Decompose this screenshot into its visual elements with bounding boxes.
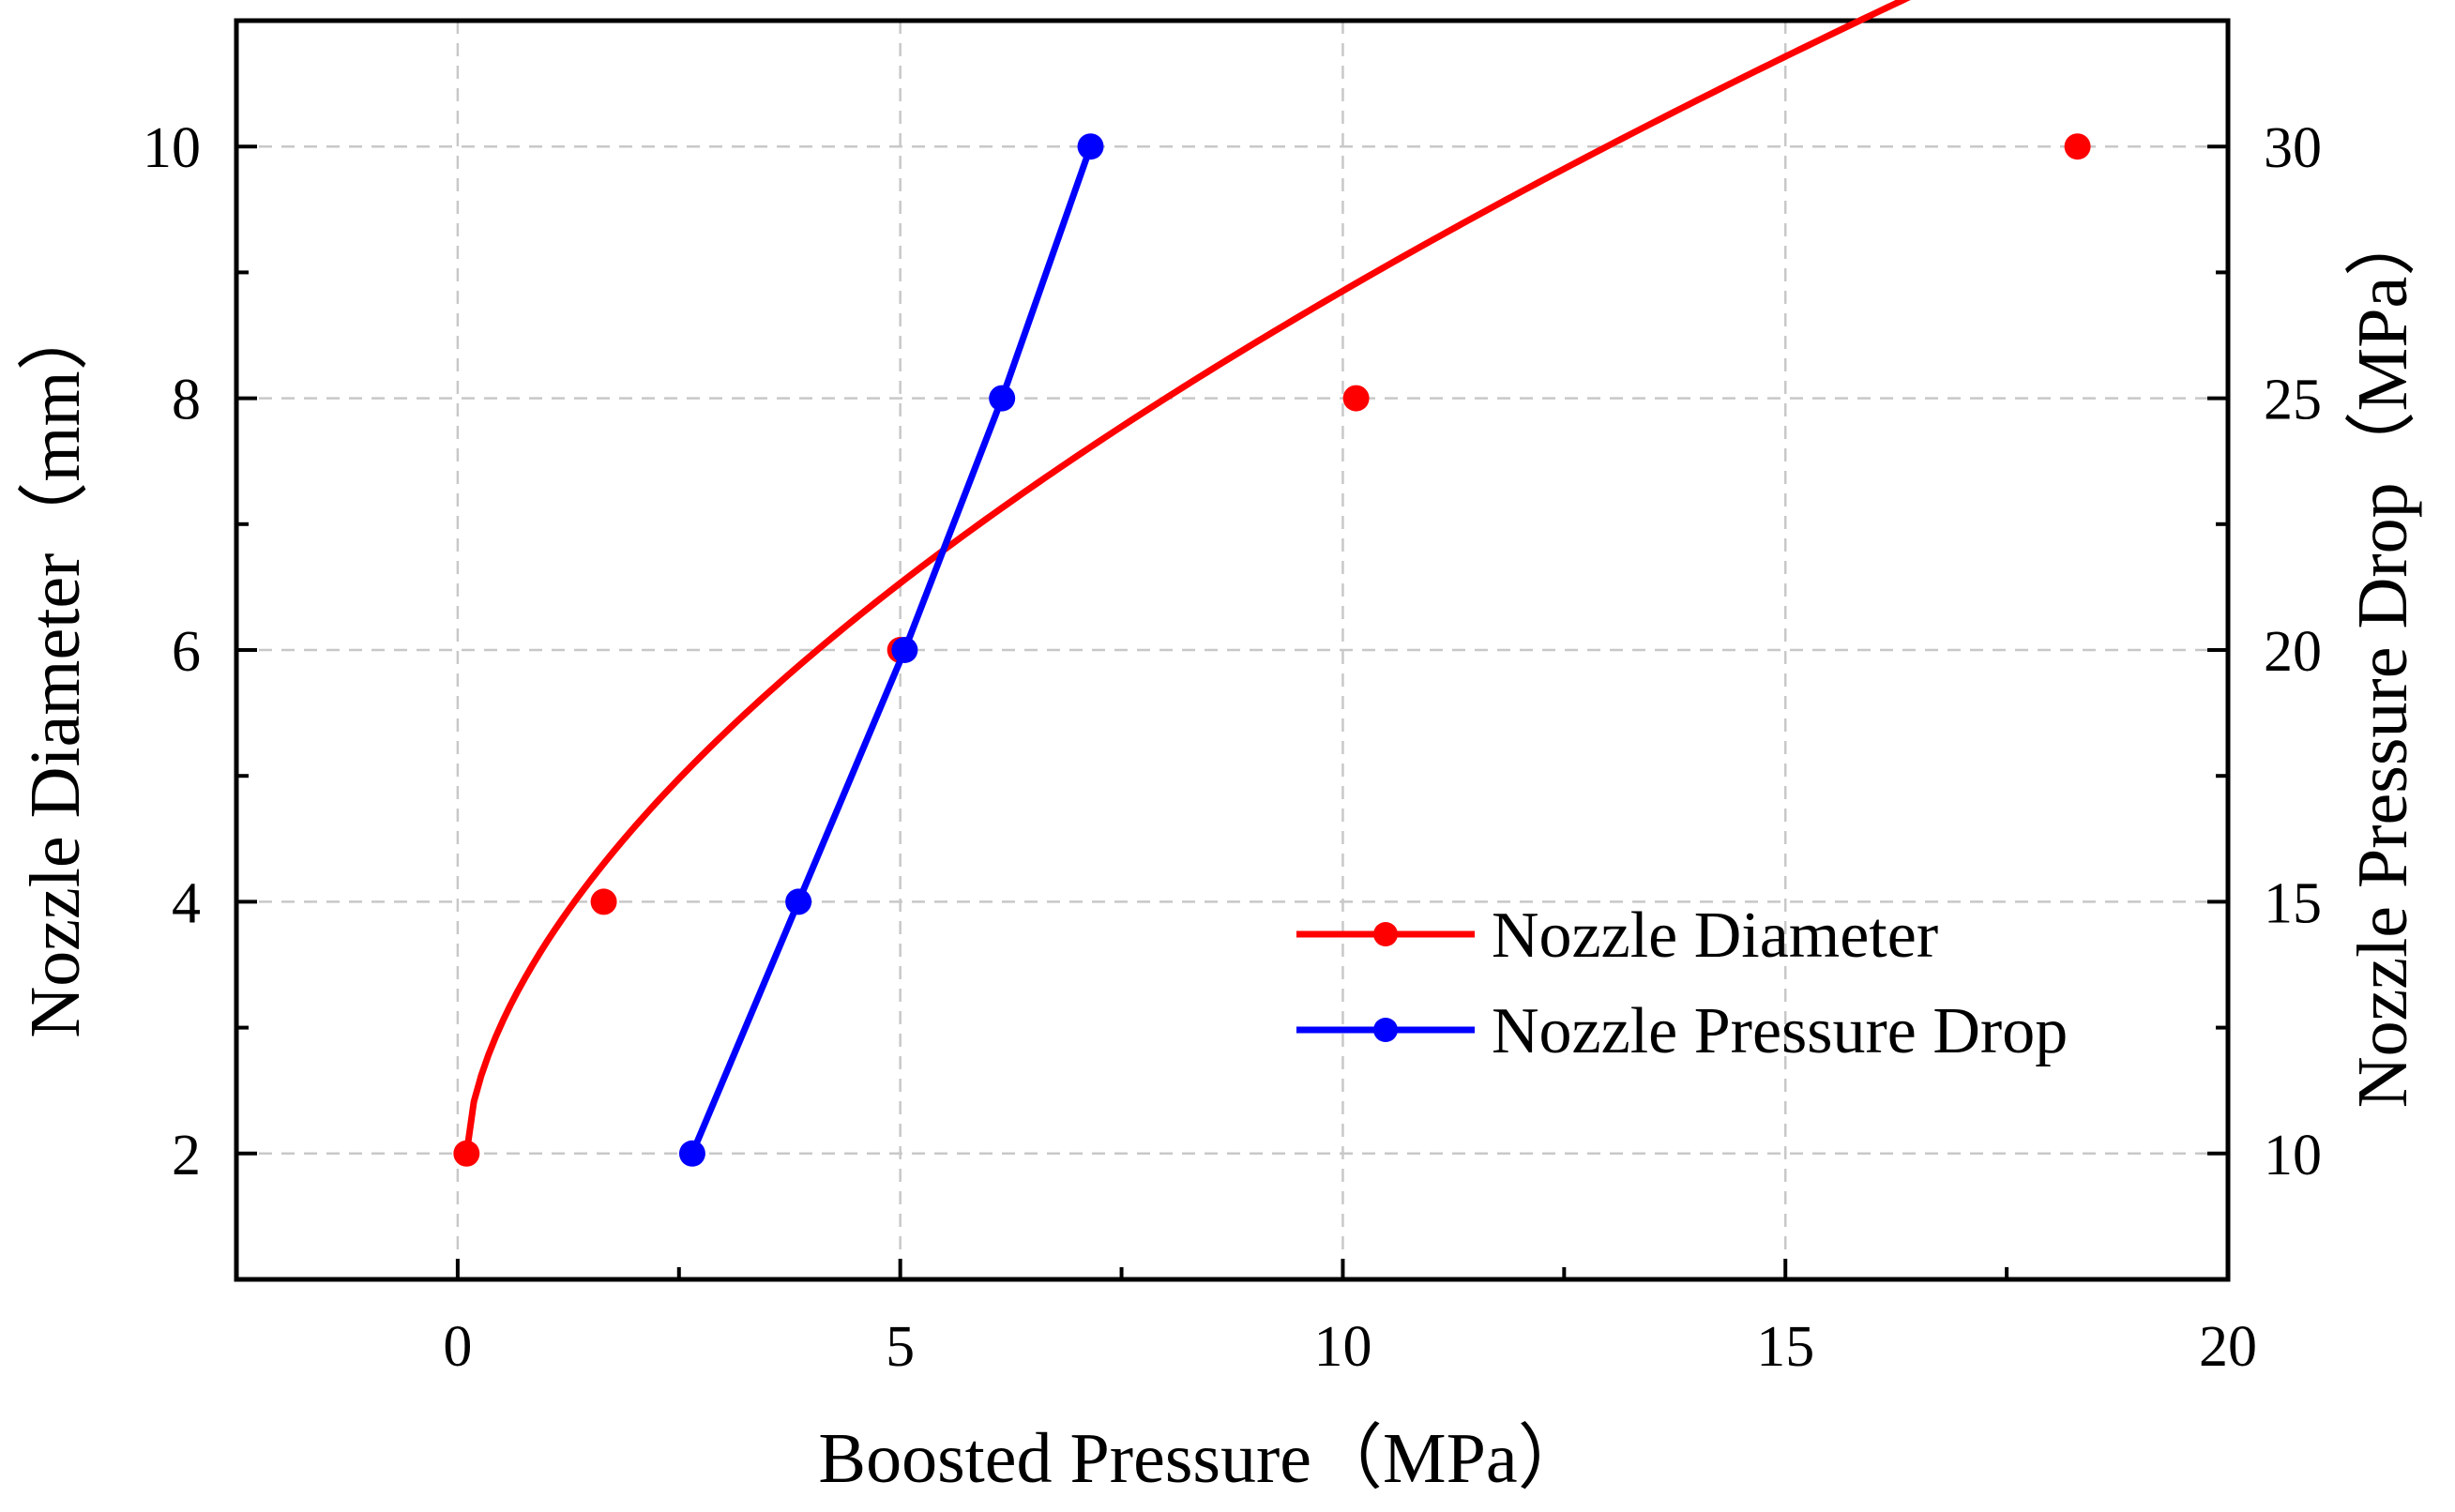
- x-tick-label: 15: [1756, 1315, 1814, 1379]
- data-point-nozzle-pressure-drop: [989, 385, 1016, 412]
- x-tick-label: 5: [886, 1315, 915, 1379]
- legend-label-nozzle-pressure-drop: Nozzle Pressure Drop: [1492, 995, 2068, 1067]
- y-axis-left-title: Nozzle Diameter（mm）: [16, 299, 95, 1037]
- y-left-tick-label: 8: [172, 369, 201, 432]
- tick-labels: 0 5 10 15 20 2 4 6 8 10 10 15 20 25 30: [143, 116, 2322, 1379]
- series-line-nozzle-diameter: [462, 0, 1911, 1157]
- x-axis-title: Boosted Pressure（MPa）: [818, 1419, 1588, 1498]
- grid: [236, 21, 2228, 1279]
- y-right-tick-label: 30: [2264, 116, 2322, 180]
- legend-label-nozzle-diameter: Nozzle Diameter: [1492, 900, 1938, 972]
- data-point-nozzle-pressure-drop: [891, 637, 918, 663]
- data-point-nozzle-diameter: [2064, 133, 2091, 160]
- data-point-nozzle-diameter: [1342, 385, 1370, 412]
- y-left-tick-label: 2: [172, 1124, 201, 1187]
- y-right-tick-label: 10: [2264, 1124, 2322, 1187]
- plot-frame: [234, 18, 2231, 1282]
- y-right-tick-label: 15: [2264, 871, 2322, 935]
- y-left-tick-label: 4: [172, 871, 201, 935]
- data-point-nozzle-diameter: [590, 888, 617, 915]
- x-tick-label: 0: [443, 1315, 472, 1379]
- legend: Nozzle Diameter Nozzle Pressure Drop: [1296, 900, 2068, 1067]
- data-point-nozzle-pressure-drop: [1077, 133, 1104, 160]
- y-left-tick-label: 10: [143, 116, 201, 180]
- legend-marker-nozzle-pressure-drop: [1373, 1018, 1398, 1042]
- data-point-nozzle-pressure-drop: [785, 888, 812, 915]
- x-tick-label: 10: [1313, 1315, 1371, 1379]
- series: [453, 0, 2091, 1167]
- legend-marker-nozzle-diameter: [1373, 922, 1398, 946]
- data-point-nozzle-diameter: [453, 1140, 480, 1167]
- y-right-tick-label: 25: [2264, 369, 2322, 432]
- data-point-nozzle-pressure-drop: [678, 1140, 705, 1167]
- x-tick-label: 20: [2199, 1315, 2257, 1379]
- y-axis-right-title: Nozzle Pressure Drop（MPa）: [2343, 205, 2422, 1108]
- y-right-tick-label: 20: [2264, 620, 2322, 684]
- y-left-tick-label: 6: [172, 620, 201, 684]
